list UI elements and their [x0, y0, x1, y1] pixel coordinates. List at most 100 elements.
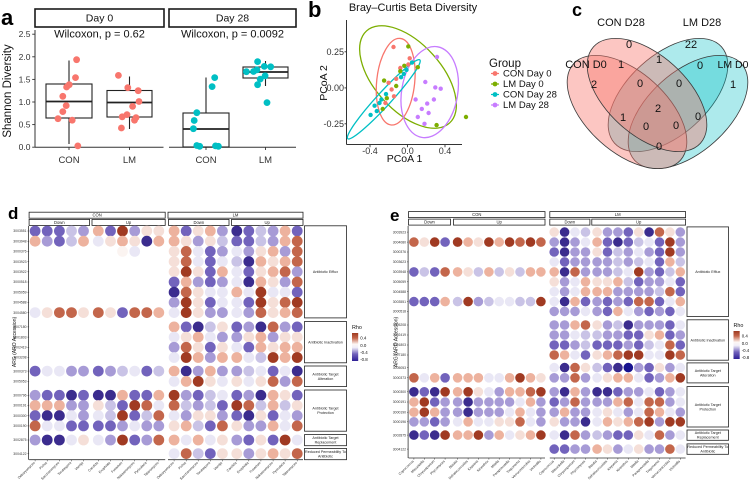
svg-text:0: 0	[697, 60, 703, 72]
svg-text:3000190: 3000190	[13, 424, 26, 428]
svg-text:3003551: 3003551	[393, 300, 406, 304]
svg-text:-0.4: -0.4	[360, 350, 368, 355]
svg-text:3005208: 3005208	[393, 323, 406, 327]
svg-text:Kineothrix: Kineothrix	[476, 459, 490, 473]
svg-text:3003551: 3003551	[13, 229, 26, 233]
svg-text:Victivallis: Victivallis	[529, 459, 542, 472]
svg-text:0: 0	[656, 141, 662, 153]
svg-text:Wilcoxon, p = 0.62: Wilcoxon, p = 0.62	[54, 29, 145, 41]
svg-text:3004588: 3004588	[13, 301, 26, 305]
svg-text:Mitella: Mitella	[490, 459, 500, 469]
svg-text:CON: CON	[195, 155, 216, 166]
svg-text:2: 2	[591, 79, 597, 91]
svg-text:3004122: 3004122	[393, 447, 406, 451]
svg-text:Antibiotic Efflux: Antibiotic Efflux	[695, 270, 720, 274]
svg-text:Exophiala: Exophiala	[98, 461, 111, 474]
svg-text:0: 0	[676, 78, 682, 90]
svg-text:PCoA 2: PCoA 2	[318, 65, 330, 101]
svg-text:CON Day 28: CON Day 28	[503, 90, 557, 101]
svg-text:0.0: 0.0	[360, 343, 367, 348]
svg-text:CON: CON	[58, 155, 79, 166]
svg-text:1: 1	[656, 54, 662, 66]
svg-text:3000373: 3000373	[13, 369, 26, 373]
svg-text:Candida: Candida	[226, 461, 238, 473]
svg-text:Antibiotic Target: Antibiotic Target	[695, 403, 721, 407]
svg-text:Replacement: Replacement	[315, 441, 337, 445]
svg-text:Antibiotic Target: Antibiotic Target	[312, 372, 338, 376]
svg-text:CON: CON	[472, 212, 481, 217]
svg-text:0.0: 0.0	[19, 142, 31, 152]
svg-text:3003948: 3003948	[13, 239, 26, 243]
svg-text:3000191: 3000191	[13, 404, 26, 408]
svg-text:LM Day 28: LM Day 28	[503, 100, 549, 111]
svg-text:3000191: 3000191	[393, 400, 406, 404]
svg-text:1: 1	[618, 59, 624, 71]
svg-text:3000518: 3000518	[13, 280, 26, 284]
svg-text:a: a	[1, 5, 14, 30]
svg-text:3007180: 3007180	[393, 353, 406, 357]
svg-text:0.0: 0.0	[742, 341, 749, 346]
svg-text:Antibiotic Target: Antibiotic Target	[695, 431, 721, 435]
svg-text:3005059: 3005059	[393, 280, 406, 284]
svg-text:Rho: Rho	[352, 325, 362, 331]
svg-text:Antibiotic Inactivation: Antibiotic Inactivation	[690, 338, 725, 342]
svg-text:3003923: 3003923	[13, 260, 26, 264]
svg-text:22: 22	[685, 39, 697, 51]
svg-text:-0.8: -0.8	[360, 357, 368, 362]
svg-text:2: 2	[655, 103, 661, 115]
svg-text:Protection: Protection	[699, 407, 716, 411]
svg-text:c: c	[572, 0, 582, 20]
svg-text:Down: Down	[564, 220, 575, 225]
svg-text:Blautia: Blautia	[588, 459, 598, 469]
svg-text:Exophiala: Exophiala	[236, 461, 249, 474]
svg-text:3000518: 3000518	[393, 310, 406, 314]
svg-text:3004080: 3004080	[393, 240, 406, 244]
svg-text:Up: Up	[497, 220, 503, 225]
svg-text:0: 0	[673, 120, 679, 132]
svg-text:Dehalococcoides: Dehalococcoides	[448, 459, 469, 480]
svg-text:3004588: 3004588	[393, 290, 406, 294]
svg-text:0: 0	[643, 121, 649, 133]
svg-text:Antibiotic Target: Antibiotic Target	[312, 407, 338, 411]
svg-text:0.4: 0.4	[360, 336, 367, 341]
svg-text:CON D0: CON D0	[565, 59, 607, 71]
svg-text:3001803: 3001803	[13, 335, 26, 339]
svg-text:Blautia: Blautia	[448, 459, 458, 469]
svg-text:3003948: 3003948	[393, 270, 406, 274]
svg-text:3005053: 3005053	[393, 366, 406, 370]
svg-text:Down: Down	[424, 220, 435, 225]
svg-text:1: 1	[730, 79, 736, 91]
svg-text:CON D28: CON D28	[597, 17, 645, 29]
svg-text:3003208: 3003208	[13, 356, 26, 360]
svg-text:ARG (ARO Accession): ARG (ARO Accession)	[394, 317, 400, 368]
svg-text:3000796: 3000796	[13, 394, 26, 398]
svg-text:LM D28: LM D28	[683, 17, 722, 29]
svg-text:LM: LM	[259, 155, 272, 166]
svg-text:Group: Group	[489, 58, 521, 70]
svg-text:1.5: 1.5	[19, 74, 31, 84]
svg-text:CON Day 0: CON Day 0	[503, 69, 552, 80]
svg-text:0.4: 0.4	[742, 334, 749, 339]
svg-text:Alteration: Alteration	[700, 373, 716, 377]
svg-text:Down: Down	[193, 220, 204, 225]
svg-text:3003922: 3003922	[13, 270, 26, 274]
svg-text:e: e	[390, 206, 399, 225]
svg-text:Shannon Diversity: Shannon Diversity	[2, 44, 14, 138]
svg-text:3004122: 3004122	[13, 452, 26, 456]
svg-text:Up: Up	[126, 220, 132, 225]
svg-text:3000300: 3000300	[393, 390, 406, 394]
svg-text:CON: CON	[92, 213, 101, 218]
svg-text:2.5: 2.5	[19, 29, 31, 39]
svg-text:0: 0	[637, 78, 643, 90]
svg-text:1.0: 1.0	[19, 97, 31, 107]
svg-text:PCoA 1: PCoA 1	[387, 153, 423, 165]
svg-text:3000300: 3000300	[13, 414, 26, 418]
svg-text:Antibiotic Target: Antibiotic Target	[312, 436, 338, 440]
svg-text:LM: LM	[123, 155, 136, 166]
svg-text:d: d	[8, 204, 18, 223]
svg-text:Debaryomyces: Debaryomyces	[17, 461, 36, 480]
svg-text:-0.4: -0.4	[362, 146, 378, 156]
svg-text:3001803: 3001803	[393, 343, 406, 347]
svg-text:Up: Up	[265, 220, 271, 225]
svg-text:Vanrija: Vanrija	[213, 461, 223, 471]
